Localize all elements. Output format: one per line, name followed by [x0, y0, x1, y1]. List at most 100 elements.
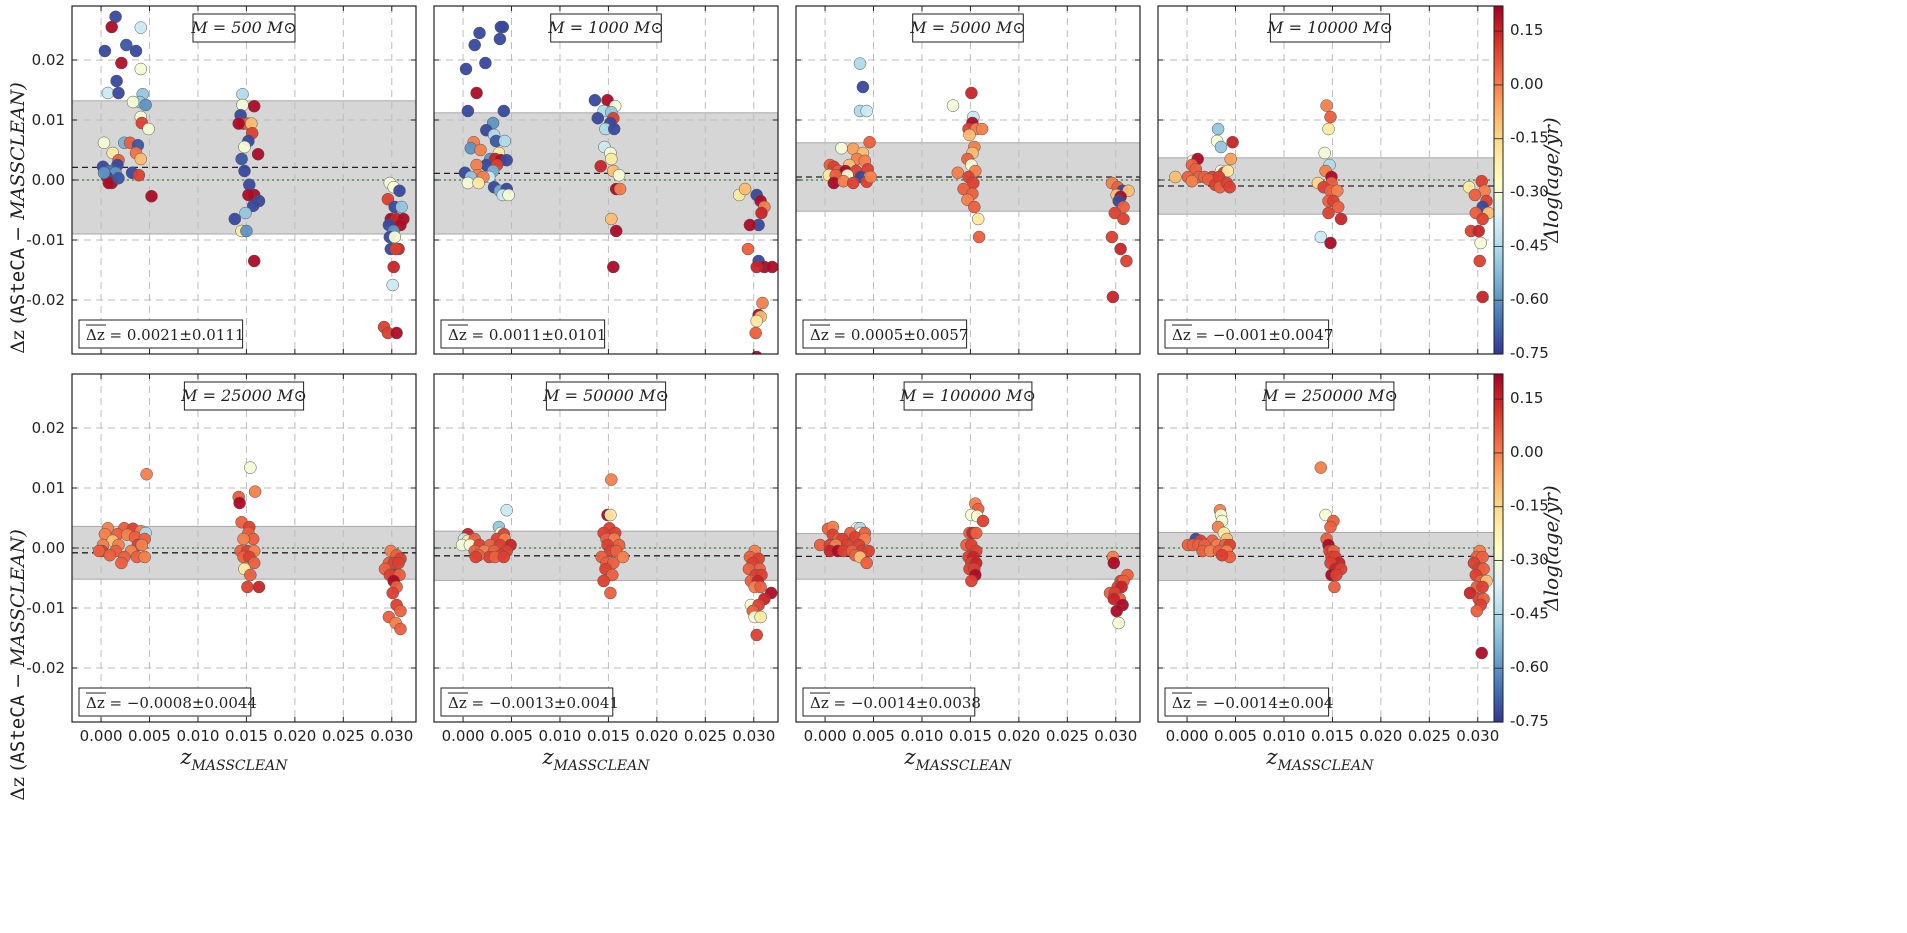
colorbar-tick-label: -0.60 [1510, 658, 1549, 676]
data-point [1108, 206, 1122, 220]
data-point [741, 242, 755, 256]
data-point [500, 503, 513, 517]
data-point [1185, 174, 1199, 188]
data-point [241, 580, 254, 594]
data-point [946, 99, 960, 112]
data-point [236, 87, 249, 101]
panel-1: 0.02 0.01 0.00 -0.01 -0.02 M = 500 M⊙ Δz = 0.0… [26, 5, 417, 355]
x-tick-label: 0.025 [1046, 727, 1089, 745]
x-tick-label: 0.005 [490, 727, 533, 745]
colorbar-label: Δlog(age/yr) [1539, 117, 1563, 243]
data-point [393, 184, 406, 198]
data-point [605, 152, 618, 166]
points [1169, 99, 1495, 304]
colorbar-tick-label: 0.00 [1510, 75, 1543, 93]
y-axis-label-top: Δz (ASteCA − MASSCLEAN) [7, 82, 29, 353]
points [92, 461, 407, 636]
panel-title-text: M = 500 M⊙ [190, 18, 296, 37]
data-point [594, 159, 607, 173]
data-point [497, 104, 511, 118]
data-point [473, 26, 486, 40]
data-point [97, 136, 111, 150]
data-point [1314, 230, 1328, 244]
data-point [247, 99, 261, 113]
data-point [498, 134, 511, 148]
colorbar-tick-label: -0.15 [1510, 129, 1549, 147]
data-point [247, 556, 261, 570]
data-point [248, 485, 262, 498]
data-point [1120, 254, 1133, 268]
y-tick-label: -0.01 [26, 599, 65, 617]
panel-title: M = 500 M⊙ [190, 13, 297, 43]
panel-title-text: M = 10000 M⊙ [1266, 18, 1393, 37]
data-point [239, 206, 252, 220]
data-point [479, 56, 492, 70]
y-tick-label: 0.00 [32, 171, 65, 189]
x-tick-label: 0.015 [587, 727, 630, 745]
x-axis-label: zMASSCLEAN [1265, 745, 1374, 774]
data-point [238, 164, 251, 178]
data-point [236, 98, 249, 112]
x-tick-label: 0.030 [1094, 727, 1137, 745]
y-tick-label: 0.00 [32, 539, 65, 557]
panel-6: 0.000 0.005 0.010 0.015 0.020 0.025 0.030 M = 5… [433, 373, 779, 745]
data-point [394, 622, 407, 636]
data-point [134, 152, 148, 166]
data-point [588, 93, 602, 107]
panel-title: M = 100000 M⊙ [899, 381, 1036, 411]
x-tick-label: 0.000 [804, 727, 847, 745]
data-point [389, 242, 402, 256]
x-tick-label: 0.000 [442, 727, 485, 745]
panel-title: M = 250000 M⊙ [1261, 381, 1398, 411]
data-point [246, 199, 260, 213]
data-point [390, 326, 403, 340]
data-point [103, 548, 117, 562]
mean-label-text: Δz = 0.0011±0.0101 [448, 326, 606, 344]
data-point [1334, 212, 1348, 226]
data-point [1226, 135, 1239, 149]
data-point [1224, 152, 1237, 166]
x-axis-label: zMASSCLEAN [903, 745, 1012, 774]
x-tick-label: 0.020 [635, 727, 678, 745]
data-point [134, 21, 148, 34]
data-point [232, 117, 245, 130]
data-point [228, 212, 242, 226]
data-point [853, 57, 867, 70]
panel-2: M = 1000 M⊙ Δz = 0.0011±0.0101 [433, 5, 779, 355]
data-point [1324, 110, 1337, 124]
colorbar-gradient [1493, 5, 1504, 355]
data-point [388, 230, 401, 244]
data-point [856, 80, 870, 94]
data-point [864, 170, 877, 184]
panel-title-text: M = 250000 M⊙ [1261, 386, 1398, 405]
data-point [474, 143, 487, 157]
data-point [604, 586, 617, 600]
data-point [251, 147, 265, 161]
data-point [1214, 140, 1228, 154]
data-point [497, 550, 511, 564]
data-point [750, 628, 763, 642]
x-axis-label: zMASSCLEAN [541, 745, 650, 774]
colorbar-label: Δlog(age/yr) [1539, 485, 1563, 611]
data-point [604, 508, 617, 522]
data-point [605, 473, 618, 486]
panel-title-text: M = 100000 M⊙ [899, 386, 1036, 405]
data-point [1331, 200, 1345, 214]
data-point [101, 86, 115, 100]
data-point [1318, 146, 1331, 160]
x-tick-label: 0.020 [273, 727, 316, 745]
data-point [115, 556, 128, 570]
data-point [470, 86, 483, 100]
data-point [394, 604, 407, 618]
panel-title-text: M = 50000 M⊙ [542, 386, 669, 405]
mean-label: Δz = −0.0014±0.0038 [802, 687, 981, 717]
data-point [1110, 604, 1123, 618]
data-point [145, 189, 158, 203]
data-point [1215, 548, 1229, 562]
x-tick-label: 0.010 [900, 727, 943, 745]
data-point [120, 38, 133, 52]
data-point [461, 104, 475, 118]
data-point [754, 580, 767, 594]
mean-label: Δz = −0.0008±0.0044 [78, 687, 257, 717]
